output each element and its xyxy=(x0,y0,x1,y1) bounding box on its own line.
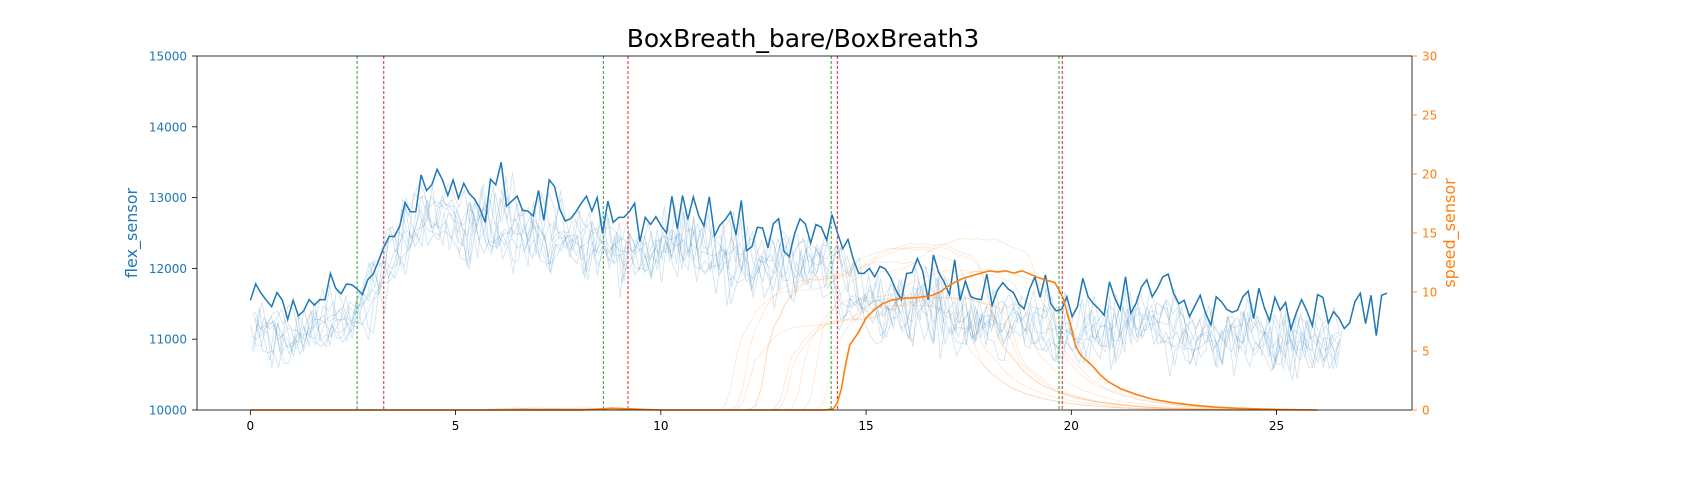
y-left-tick-label: 13000 xyxy=(149,191,187,205)
x-tick-label: 10 xyxy=(653,419,668,433)
flex-faint-series xyxy=(253,186,1343,370)
flex-faint-series xyxy=(254,191,1339,372)
main-series-layer xyxy=(249,162,1388,411)
axes: 0 5 10 15 20 25 10000 11000 12000 13000 14000 15000… xyxy=(149,50,1437,434)
faint-series-layer xyxy=(250,171,1343,411)
flex-faint-series xyxy=(254,176,1339,370)
flex-faint-series xyxy=(256,195,1341,369)
speed-faint-series xyxy=(250,243,1316,411)
y-left-tick-label: 11000 xyxy=(149,333,187,347)
x-tick-label: 0 xyxy=(247,419,255,433)
y-right-tick-label: 20 xyxy=(1422,168,1437,182)
flex-faint-series xyxy=(251,187,1341,381)
speed-sensor-line xyxy=(250,269,1318,411)
plot-frame xyxy=(196,55,1413,411)
y-right-tick-label: 30 xyxy=(1422,50,1437,64)
speed-faint-series xyxy=(250,296,1316,411)
x-tick-label: 25 xyxy=(1269,419,1284,433)
flex-sensor-line xyxy=(249,162,1388,336)
flex-faint-series xyxy=(253,181,1338,371)
y-right-tick-label: 10 xyxy=(1422,286,1437,300)
x-tick-label: 15 xyxy=(858,419,873,433)
flex-faint-series xyxy=(251,197,1341,380)
y-right-tick-label: 0 xyxy=(1422,404,1430,418)
y-axis-left-label: flex_sensor xyxy=(122,188,142,279)
speed-faint-series xyxy=(250,304,1316,411)
y-right-tick-label: 25 xyxy=(1422,109,1437,123)
chart-title: BoxBreath_bare/BoxBreath3 xyxy=(627,24,980,53)
speed-faint-series xyxy=(250,297,1316,411)
y-right-tick-label: 15 xyxy=(1422,227,1437,241)
flex-faint-series xyxy=(250,196,1340,368)
flex-faint-series xyxy=(261,171,1340,368)
y-left-tick-label: 10000 xyxy=(149,404,187,418)
y-left-tick-label: 14000 xyxy=(149,120,187,134)
y-left-tick-label: 15000 xyxy=(149,50,187,64)
y-left-tick-label: 12000 xyxy=(149,262,187,276)
x-tick-label: 5 xyxy=(452,419,460,433)
y-axis-right-label: speed_sensor xyxy=(1440,178,1460,288)
x-tick-label: 20 xyxy=(1064,419,1079,433)
y-right-tick-label: 5 xyxy=(1422,345,1430,359)
